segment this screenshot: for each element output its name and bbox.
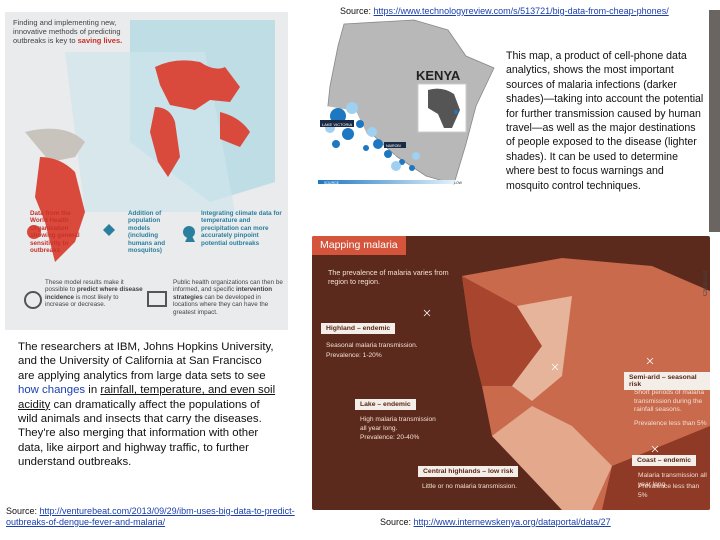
- source-bottom-left-link[interactable]: http://venturebeat.com/2013/09/29/ibm-us…: [6, 506, 295, 527]
- source-prefix: Source:: [340, 6, 374, 16]
- source-top-link[interactable]: https://www.technologyreview.com/s/51372…: [373, 6, 669, 16]
- world-map-graphic: [24, 20, 275, 309]
- infographic-item-who: Data from the World Health Organization …: [30, 210, 80, 255]
- source-bottom-right: Source: http://www.internewskenya.org/da…: [380, 517, 611, 527]
- coast-tag: Coast – endemic: [632, 455, 697, 466]
- source-top: Source: https://www.technologyreview.com…: [340, 6, 669, 16]
- highland-text: Seasonal malaria transmission.: [326, 342, 418, 349]
- coast-prevalence: Prevalence less than 5%: [638, 483, 700, 499]
- source-bottom-left: Source: http://venturebeat.com/2013/09/2…: [6, 506, 295, 527]
- semi-arid-tag: Semi-arid – seasonal risk: [624, 372, 710, 390]
- kenya-map-graphic: LAKE VICTORIA NAIROBI SOURCE LOW: [318, 19, 495, 185]
- central-highlands-tag: Central highlands – low risk: [418, 466, 519, 477]
- infographic-item-predict: These model results make it possible to …: [45, 279, 143, 309]
- semi-arid-prevalence: Prevalence less than 5%: [634, 420, 707, 427]
- semi-arid-text: Short periods of malaria transmission du…: [634, 389, 705, 413]
- how-changes-link[interactable]: how changes: [18, 384, 86, 397]
- legend-low-label: LOW: [454, 181, 463, 185]
- source-bottom-right-link[interactable]: http://www.internewskenya.org/dataportal…: [413, 517, 611, 527]
- mapping-malaria-graphic: Mapping malaria The prevalence of malari…: [312, 236, 710, 510]
- ibm-infographic: Finding and implementing new, innovative…: [5, 12, 288, 330]
- highland-tag: Highland – endemic: [321, 323, 396, 334]
- nairobi-label: NAIROBI: [386, 144, 401, 148]
- highland-prevalence: Prevalence: 1-20%: [326, 352, 382, 359]
- kenya-malaria-map: LAKE VICTORIA NAIROBI SOURCE LOW KENYA: [316, 16, 498, 188]
- side-credit-label: Clinterest: [703, 270, 709, 296]
- malaria-subtitle: The prevalence of malaria varies from re…: [328, 268, 449, 286]
- infographic-intro: Finding and implementing new, innovative…: [13, 18, 123, 45]
- coast-text: Malaria transmission all year long.: [638, 472, 707, 488]
- legend-source-label: SOURCE: [324, 181, 340, 185]
- lake-prevalence: Prevalence: 20-40%: [360, 434, 420, 441]
- side-bar-decoration: [709, 10, 720, 232]
- infographic-item-climate: Integrating climate data for temperature…: [201, 210, 282, 247]
- lake-victoria-label: LAKE VICTORIA: [322, 122, 352, 127]
- infographic-item-intervention: Public health organizations can then be …: [173, 279, 283, 316]
- malaria-regions-map: [423, 258, 710, 510]
- researchers-paragraph: The researchers at IBM, Johns Hopkins Un…: [18, 341, 276, 469]
- rainfall-underline: rainfall, temperature, and even soil aci…: [18, 384, 276, 411]
- kenya-country-label: KENYA: [416, 68, 461, 83]
- central-highlands-text: Little or no malaria transmission.: [422, 483, 517, 490]
- infographic-item-population: Addition of population models (including…: [128, 210, 166, 255]
- kenya-map-description: This map, a product of cell-phone data a…: [506, 50, 704, 192]
- lake-text: High malaria transmission all year long.: [360, 416, 436, 432]
- lake-tag: Lake – endemic: [355, 399, 416, 410]
- malaria-title: Mapping malaria: [312, 236, 406, 255]
